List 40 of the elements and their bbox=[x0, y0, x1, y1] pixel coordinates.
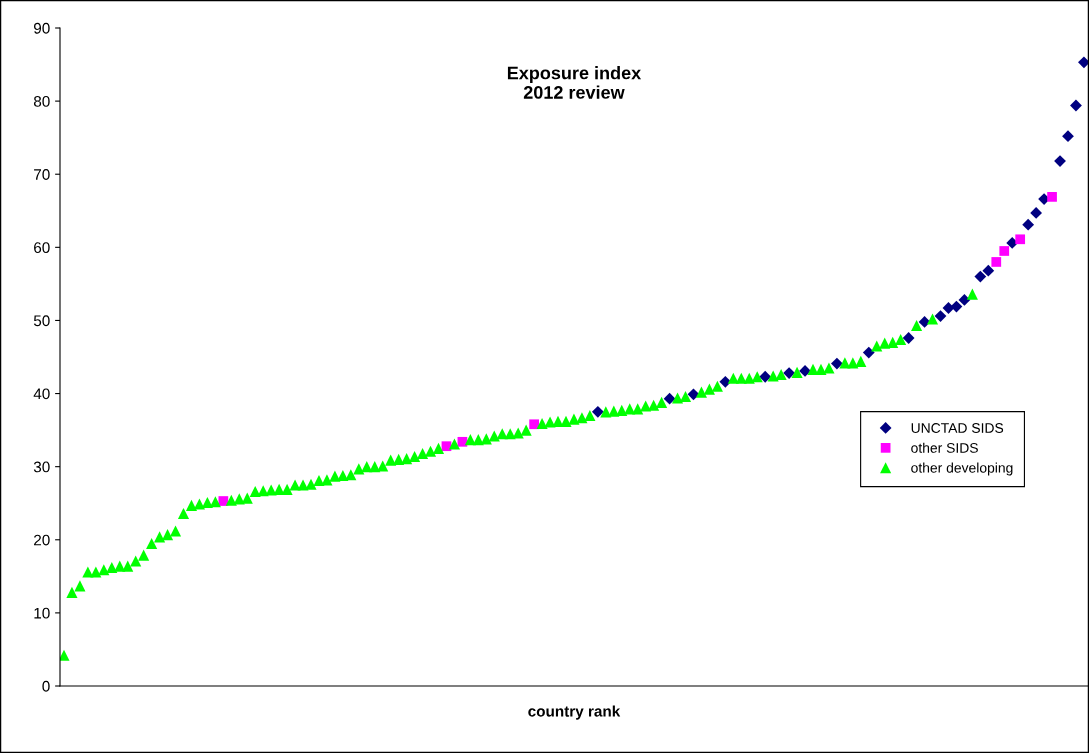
point bbox=[457, 436, 468, 447]
y-tick-label: 10 bbox=[34, 607, 50, 619]
legend-label: other SIDS bbox=[911, 442, 978, 453]
point bbox=[591, 405, 604, 418]
point bbox=[687, 388, 700, 401]
y-tick-label: 70 bbox=[34, 169, 50, 180]
point bbox=[1015, 234, 1026, 245]
point bbox=[999, 246, 1010, 256]
point bbox=[991, 257, 1002, 267]
legend-label: other developing bbox=[911, 462, 1013, 476]
point bbox=[958, 294, 971, 306]
x-axis-title: country rank bbox=[528, 705, 621, 720]
point bbox=[831, 357, 843, 370]
y-tick-label: 40 bbox=[33, 388, 50, 400]
point bbox=[1047, 192, 1057, 202]
point bbox=[950, 300, 963, 313]
y-tick-label: 0 bbox=[42, 680, 50, 692]
y-tick-label: 50 bbox=[33, 315, 50, 327]
point bbox=[1030, 207, 1043, 219]
point bbox=[942, 302, 955, 314]
point bbox=[799, 365, 811, 377]
y-tick-label: 80 bbox=[33, 95, 50, 107]
point bbox=[529, 419, 539, 430]
point bbox=[862, 346, 875, 359]
text: Exposure index 2012 review bbox=[507, 66, 642, 99]
y-tick-label: 30 bbox=[33, 461, 50, 473]
y-tick-label: 20 bbox=[34, 534, 50, 546]
point bbox=[974, 270, 987, 283]
point bbox=[783, 367, 795, 379]
y-tick-label: 90 bbox=[34, 22, 50, 34]
point bbox=[934, 310, 947, 322]
point bbox=[902, 332, 915, 344]
legend-label: UNCTAD SIDS bbox=[911, 423, 1004, 433]
point bbox=[1070, 99, 1082, 112]
point bbox=[663, 392, 676, 405]
point bbox=[1062, 130, 1074, 143]
point bbox=[759, 370, 772, 383]
y-tick-label: 60 bbox=[34, 242, 50, 254]
point bbox=[982, 264, 995, 277]
point bbox=[1022, 218, 1035, 231]
